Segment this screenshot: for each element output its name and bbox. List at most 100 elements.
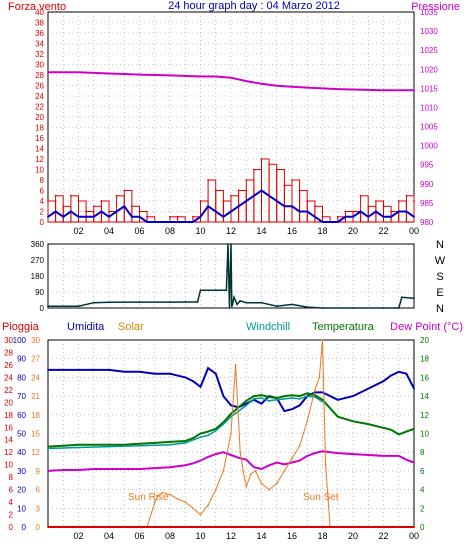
wind-x-tick-label: 08 [165,226,175,236]
series-solar-point [260,482,263,485]
series-direction-point [321,307,324,309]
series-rain-point [47,526,49,528]
series-dewpoint-point [405,458,408,461]
series-wind-gust-point [306,200,309,202]
series-solar-point [291,457,293,460]
series-wind-avg-point [192,221,194,223]
rain-temperature-panel: 0246810121416182022242628300102030405060… [4,336,429,541]
series-solar-point [184,501,187,503]
weather-x-tick-label: 22 [378,531,388,541]
series-wind-gust-point [237,189,240,192]
series-solar-point [321,339,324,341]
series-dewpoint-point [62,469,65,471]
series-wind-avg-point [314,215,316,218]
series-wind-avg-point [413,215,415,218]
series-wind-avg-point [77,215,80,218]
series-wind-gust-point [70,194,72,197]
series-solar-point [176,498,179,500]
series-wind-gust-point [222,200,225,202]
direction-compass-label: W [435,255,446,267]
series-temperature-point [260,394,263,397]
series-wind-avg-point [62,215,65,218]
solar-tick-label: 0 [36,523,41,532]
series-wind-gust-point [344,210,347,213]
weather-x-tick-label: 08 [165,531,175,541]
series-windchill-point [314,396,316,398]
series-solar-point [283,470,286,472]
series-direction-point [108,301,110,304]
series-temperature-point [397,433,400,436]
series-temperature-point [192,437,194,440]
series-wind-gust-point [352,210,354,213]
series-humidity-point [92,369,95,371]
series-wind-gust-point [390,210,392,213]
series-dewpoint-point [253,466,255,469]
wind-tick-label: 0 [40,218,45,227]
series-pressure-point [108,72,110,75]
series-wind-gust-bar [215,190,224,223]
series-wind-avg-point [268,194,270,197]
wind-tick-label: 36 [35,29,44,38]
wind-tick-label: 34 [35,40,44,49]
weather-x-tick-label: 12 [226,531,236,541]
series-temperature-point [314,394,316,397]
series-wind-avg-point [336,221,339,223]
series-wind-gust-point [169,215,171,218]
rain-tick-label: 12 [4,448,13,457]
wind-tick-label: 32 [35,50,44,59]
series-temperature-point [153,442,156,444]
series-temperature-point [230,413,232,415]
series-humidity-point [108,369,110,371]
series-wind-avg-point [298,210,301,213]
humidity-tick-label: 30 [17,467,26,476]
series-windchill-point [291,397,293,399]
wind-x-tick-label: 02 [73,226,83,236]
sunset-annotation: Sun Set [303,492,339,503]
temperature-tick-label: 14 [420,392,429,401]
series-humidity-point [207,367,210,369]
series-windchill-point [184,442,187,444]
series-dewpoint-point [291,461,293,464]
wind-tick-label: 24 [35,92,44,101]
solar-tick-label: 9 [36,467,41,476]
series-temperature-point [306,392,309,395]
temperature-axis-label: Temperatura [312,321,375,333]
series-wind-gust-point [100,200,103,202]
series-wind-gust-bar [131,205,140,223]
series-windchill-point [199,436,202,439]
series-wind-avg-point [138,215,141,218]
series-temperature-point [275,397,278,399]
series-wind-gust-point [382,205,385,208]
series-direction-point [352,307,354,309]
solar-tick-label: 6 [36,486,41,495]
series-pressure-point [306,86,309,89]
series-windchill-point [230,415,232,418]
series-wind-gust-point [199,200,202,202]
series-temperature-point [207,430,210,433]
series-temperature-point [108,443,110,446]
series-solar-point [192,507,194,510]
series-dewpoint-point [153,467,156,469]
weather-x-tick-label: 14 [256,531,266,541]
wind-tick-label: 38 [35,19,44,28]
series-wind-gust-point [85,210,87,213]
series-direction-point [382,307,385,309]
series-windchill-point [306,395,309,397]
series-wind-avg-point [245,200,248,202]
series-temperature-point [382,427,385,429]
series-wind-gust-bar [383,205,392,223]
series-pressure-point [199,75,202,78]
series-direction-point [400,296,403,299]
series-temperature-point [77,443,80,446]
weather-x-tick-label: 04 [104,531,114,541]
series-wind-gust-point [253,168,255,171]
series-wind-avg-point [291,205,293,208]
series-wind-gust-bar [283,184,293,223]
series-wind-avg-point [253,194,255,197]
series-direction-point [239,300,242,302]
series-windchill-point [268,399,270,402]
series-wind-gust-point [413,200,415,202]
series-pressure-point [275,84,278,87]
wind-tick-label: 40 [35,8,44,17]
